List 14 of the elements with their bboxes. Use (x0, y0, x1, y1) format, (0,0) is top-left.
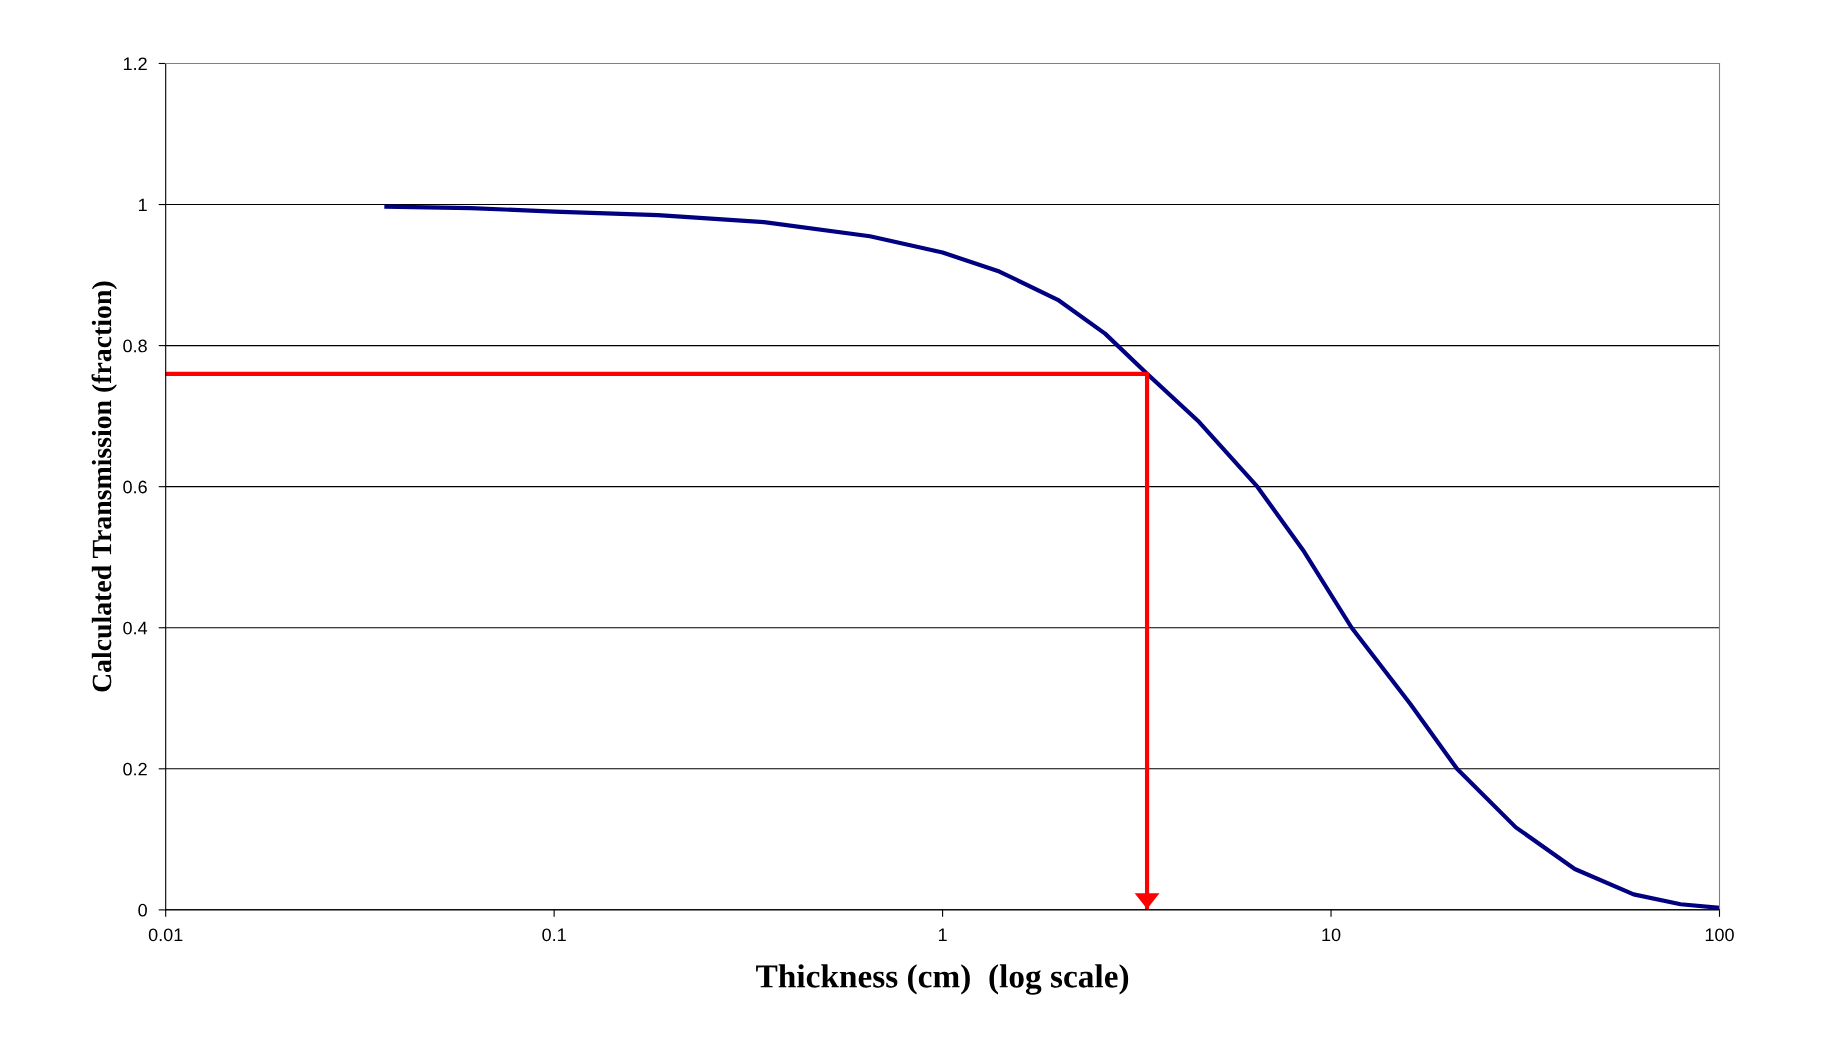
x-tick-label: 100 (1705, 928, 1734, 942)
x-tick-label: 10 (1322, 928, 1341, 942)
x-tick-label: 0.1 (542, 928, 566, 942)
y-tick-label: 1.2 (123, 57, 147, 71)
y-tick-label: 0.4 (123, 621, 148, 635)
y-tick-label: 1 (138, 198, 147, 212)
y-tick-label: 0.8 (123, 339, 147, 353)
y-tick-label: 0.2 (123, 762, 147, 776)
x-tick-label: 0.01 (148, 928, 183, 942)
y-tick-label: 0 (138, 903, 147, 917)
x-tick-label: 1 (938, 928, 947, 942)
x-axis-title: Thickness (cm) (log scale) (756, 964, 1129, 995)
y-tick-label: 0.6 (123, 480, 147, 494)
y-axis-title: Calculated Transmission (fraction) (91, 281, 117, 692)
